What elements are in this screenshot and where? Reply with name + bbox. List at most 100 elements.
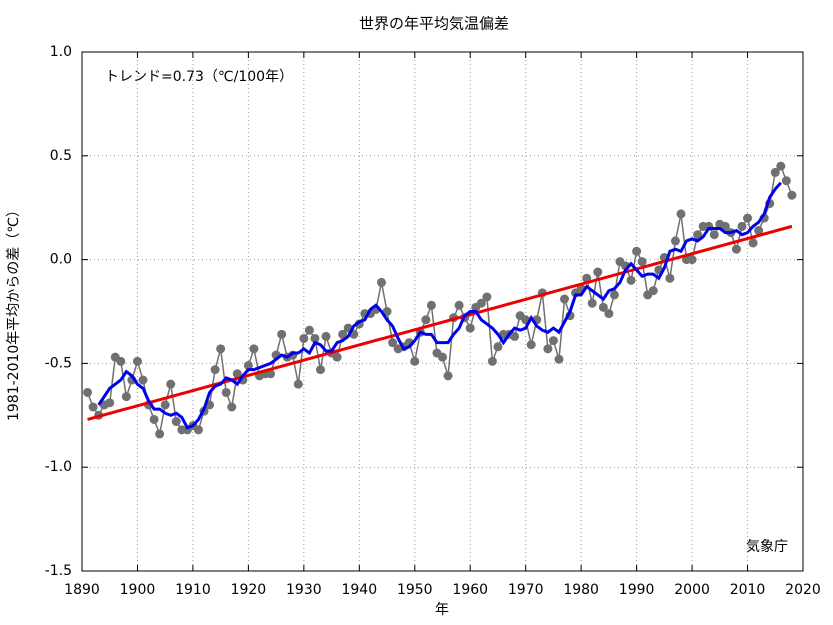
data-point — [676, 209, 686, 219]
data-point — [83, 387, 93, 397]
x-tick-label: 1980 — [563, 582, 599, 598]
series-line — [87, 224, 793, 421]
data-point — [482, 292, 492, 302]
data-point — [754, 226, 764, 236]
data-point — [526, 340, 536, 350]
data-point — [166, 379, 176, 389]
data-point — [743, 213, 753, 223]
data-point — [548, 336, 558, 346]
data-point — [116, 356, 126, 366]
data-point — [560, 294, 570, 304]
data-point — [376, 277, 386, 287]
data-point — [266, 369, 276, 379]
data-point — [243, 360, 253, 370]
data-point — [221, 387, 231, 397]
data-point — [232, 369, 242, 379]
data-point — [632, 246, 642, 256]
data-point — [315, 365, 325, 375]
data-point — [443, 371, 453, 381]
data-point — [321, 331, 331, 341]
data-point — [465, 323, 475, 333]
data-point — [510, 331, 520, 341]
y-tick-label: -1.0 — [45, 459, 72, 475]
x-tick-label: 1970 — [508, 582, 544, 598]
x-tick-label: 2010 — [730, 582, 766, 598]
data-point — [487, 356, 497, 366]
y-axis-label: 1981-2010年平均からの差（℃） — [6, 203, 22, 421]
data-point — [648, 286, 658, 296]
data-point — [410, 356, 420, 366]
data-point — [132, 356, 142, 366]
data-point — [637, 257, 647, 267]
data-point — [227, 402, 237, 412]
x-axis-label: 年 — [435, 602, 449, 618]
data-point — [593, 267, 603, 277]
x-tick-label: 1990 — [619, 582, 655, 598]
data-point — [493, 342, 503, 352]
data-point — [781, 176, 791, 186]
data-point — [160, 400, 170, 410]
data-point — [277, 329, 287, 339]
data-point — [731, 244, 741, 254]
data-point — [720, 221, 730, 231]
x-tick-label: 2000 — [674, 582, 710, 598]
data-point — [121, 392, 131, 402]
data-point — [138, 375, 148, 385]
data-point — [438, 352, 447, 362]
data-point — [210, 365, 220, 375]
data-point — [709, 230, 719, 240]
data-point — [787, 190, 797, 200]
data-point — [687, 255, 697, 265]
data-point — [626, 275, 636, 285]
x-tick-label: 1930 — [286, 582, 322, 598]
data-point — [338, 329, 348, 339]
data-point — [604, 309, 614, 319]
data-point — [748, 238, 758, 248]
y-tick-label: 0.0 — [50, 252, 72, 268]
data-point — [216, 344, 226, 354]
x-tick-label: 1940 — [341, 582, 377, 598]
data-point — [332, 352, 342, 362]
y-tick-label: 0.5 — [50, 148, 72, 164]
series-line — [97, 181, 782, 430]
data-point — [304, 325, 314, 335]
data-point — [670, 236, 680, 246]
data-point — [249, 344, 259, 354]
y-tick-label: 1.0 — [50, 44, 72, 60]
data-point — [665, 273, 675, 283]
data-point — [171, 417, 181, 427]
plot-frame — [81, 51, 804, 572]
data-point — [193, 425, 203, 435]
x-tick-label: 2020 — [785, 582, 821, 598]
y-tick-label: -0.5 — [45, 355, 72, 371]
chart-title: 世界の年平均気温偏差 — [359, 15, 509, 33]
data-point — [421, 315, 431, 325]
data-point — [609, 290, 619, 300]
data-point — [105, 398, 115, 408]
data-point — [770, 167, 780, 177]
trend-annotation: トレンド=0.73（℃/100年） — [105, 69, 293, 85]
data-point — [554, 354, 564, 364]
data-point — [88, 402, 98, 412]
data-point — [310, 333, 320, 343]
data-point — [149, 414, 159, 424]
data-point — [299, 333, 309, 343]
x-tick-label: 1960 — [452, 582, 488, 598]
data-point — [598, 302, 608, 312]
data-point — [155, 429, 165, 439]
x-tick-label: 1890 — [64, 582, 100, 598]
data-point — [293, 379, 303, 389]
y-tick-label: -1.5 — [45, 563, 72, 579]
data-point — [693, 230, 703, 240]
data-point — [543, 344, 553, 354]
data-point — [587, 298, 597, 308]
data-point — [454, 300, 464, 310]
x-tick-label: 1910 — [175, 582, 211, 598]
data-point — [476, 298, 486, 308]
data-point — [737, 221, 747, 231]
data-point — [426, 300, 436, 310]
source-annotation: 気象庁 — [746, 539, 788, 555]
data-point — [776, 161, 786, 171]
x-tick-label: 1920 — [231, 582, 267, 598]
